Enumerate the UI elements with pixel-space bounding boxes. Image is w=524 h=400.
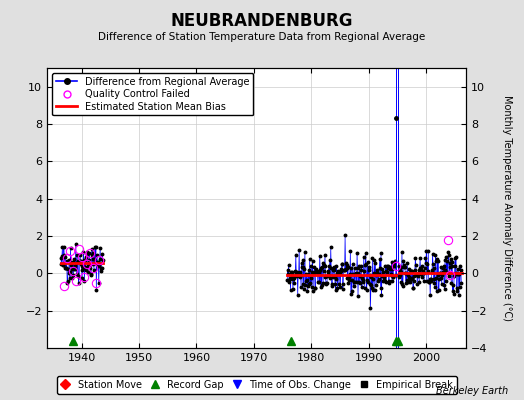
- Text: Berkeley Earth: Berkeley Earth: [436, 386, 508, 396]
- Text: NEUBRANDENBURG: NEUBRANDENBURG: [171, 12, 353, 30]
- Text: Difference of Station Temperature Data from Regional Average: Difference of Station Temperature Data f…: [99, 32, 425, 42]
- Y-axis label: Monthly Temperature Anomaly Difference (°C): Monthly Temperature Anomaly Difference (…: [501, 95, 511, 321]
- Legend: Station Move, Record Gap, Time of Obs. Change, Empirical Break: Station Move, Record Gap, Time of Obs. C…: [57, 376, 457, 394]
